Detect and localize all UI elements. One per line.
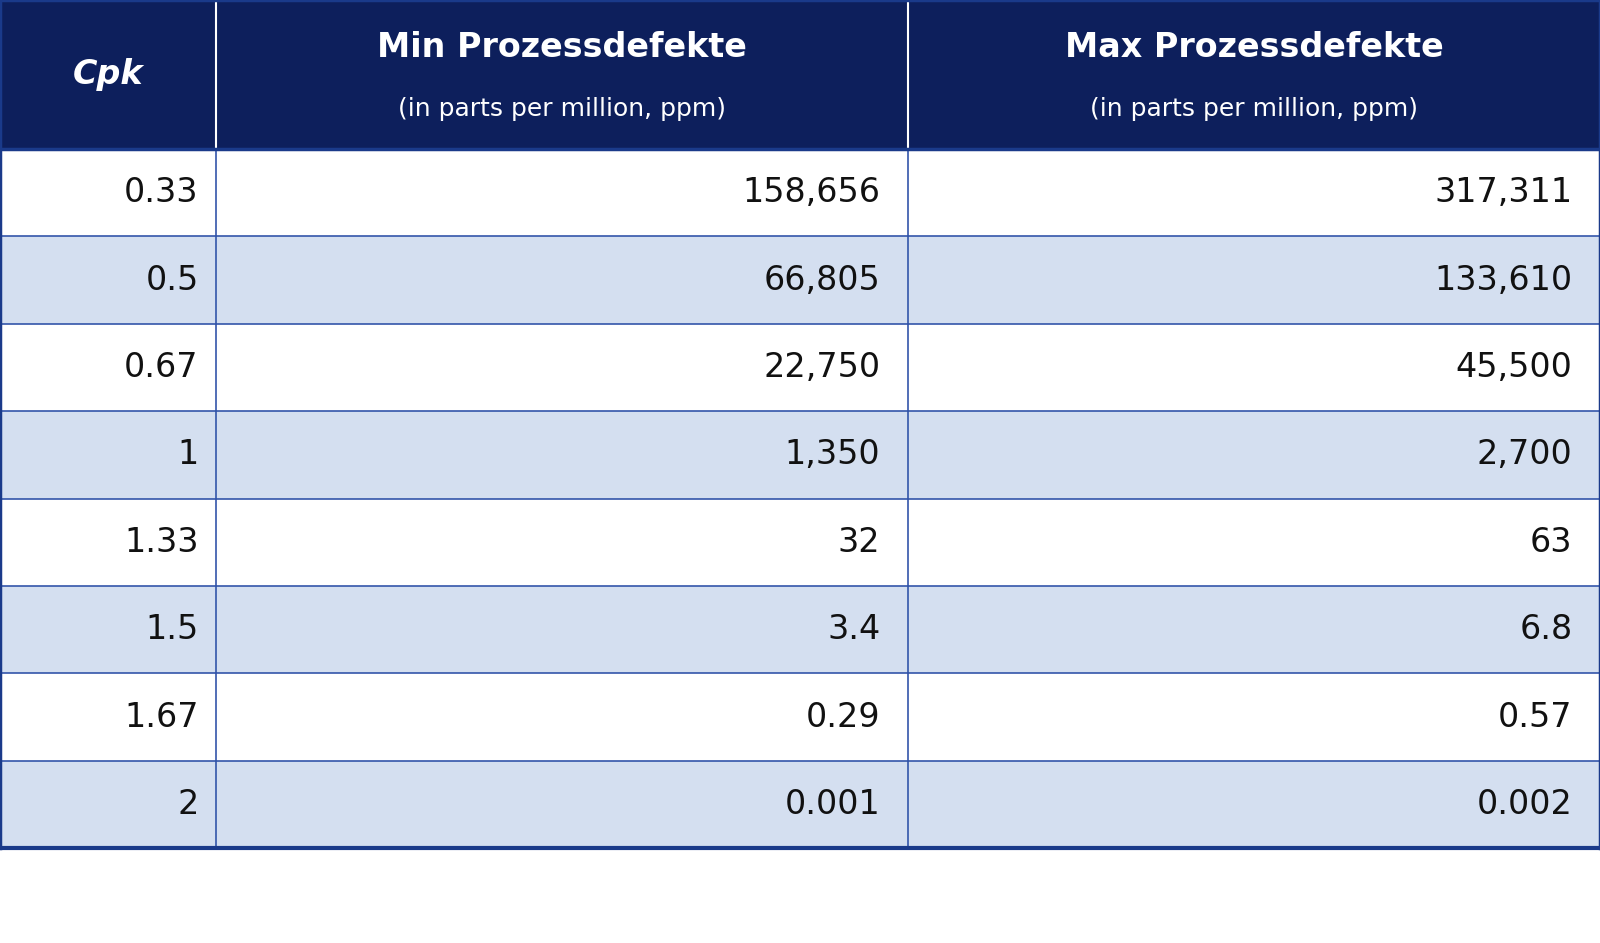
- Bar: [216, 673, 909, 761]
- Text: 0.29: 0.29: [806, 701, 880, 734]
- Text: 0.57: 0.57: [1498, 701, 1573, 734]
- Bar: [216, 411, 909, 499]
- Text: (in parts per million, ppm): (in parts per million, ppm): [398, 97, 726, 121]
- Text: 2,700: 2,700: [1477, 438, 1573, 472]
- Bar: [909, 411, 1600, 499]
- Text: 133,610: 133,610: [1434, 264, 1573, 297]
- Bar: [0, 586, 216, 673]
- Bar: [216, 761, 909, 849]
- Text: 0.33: 0.33: [125, 176, 198, 209]
- Bar: [0, 411, 216, 499]
- Text: 2: 2: [178, 788, 198, 821]
- Bar: [216, 586, 909, 673]
- Bar: [909, 237, 1600, 323]
- Text: Cpk: Cpk: [72, 58, 144, 91]
- Bar: [0, 149, 216, 237]
- Text: 0.002: 0.002: [1477, 788, 1573, 821]
- Text: 1: 1: [178, 438, 198, 472]
- Text: 6.8: 6.8: [1518, 613, 1573, 646]
- Text: 158,656: 158,656: [742, 176, 880, 209]
- Text: 22,750: 22,750: [763, 351, 880, 384]
- Bar: [216, 323, 909, 411]
- Text: 1,350: 1,350: [784, 438, 880, 472]
- Bar: [0, 0, 216, 149]
- Text: 0.5: 0.5: [146, 264, 198, 297]
- Bar: [909, 149, 1600, 237]
- Text: (in parts per million, ppm): (in parts per million, ppm): [1090, 97, 1418, 121]
- Text: 0.001: 0.001: [784, 788, 880, 821]
- Text: 1.67: 1.67: [125, 701, 198, 734]
- Bar: [0, 323, 216, 411]
- Text: 0.67: 0.67: [125, 351, 198, 384]
- Bar: [909, 761, 1600, 849]
- Bar: [909, 499, 1600, 586]
- Text: 63: 63: [1530, 526, 1573, 559]
- Bar: [909, 673, 1600, 761]
- Bar: [0, 761, 216, 849]
- Text: 45,500: 45,500: [1456, 351, 1573, 384]
- Bar: [0, 237, 216, 323]
- Bar: [216, 499, 909, 586]
- Text: Min Prozessdefekte: Min Prozessdefekte: [378, 31, 747, 64]
- Bar: [216, 149, 909, 237]
- Text: 66,805: 66,805: [763, 264, 880, 297]
- Bar: [909, 0, 1600, 149]
- Bar: [216, 0, 909, 149]
- Text: 1.5: 1.5: [146, 613, 198, 646]
- Bar: [909, 586, 1600, 673]
- Text: 1.33: 1.33: [125, 526, 198, 559]
- Bar: [909, 323, 1600, 411]
- Text: Max Prozessdefekte: Max Prozessdefekte: [1064, 31, 1443, 64]
- Bar: [216, 237, 909, 323]
- Bar: [0, 673, 216, 761]
- Bar: [0, 499, 216, 586]
- Text: 32: 32: [838, 526, 880, 559]
- Text: 3.4: 3.4: [827, 613, 880, 646]
- Text: 317,311: 317,311: [1434, 176, 1573, 209]
